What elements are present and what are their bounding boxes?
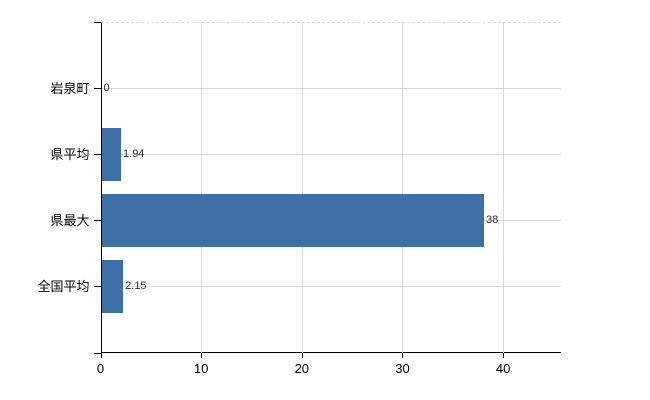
y-axis-tick [93,286,101,288]
y-axis-tick [93,21,101,23]
x-axis-tick [100,353,102,358]
x-tick-label: 0 [96,361,105,376]
category-label: 県平均 [50,146,90,162]
bar-value-label: 38 [485,214,499,227]
horizontal-gridline [101,87,561,89]
x-axis-tick [503,353,505,358]
bar-県最大 [101,194,484,248]
x-axis-tick [201,353,203,358]
plot-area [100,22,561,353]
bar-value-label: 1.94 [123,147,145,160]
horizontal-gridline [101,286,561,288]
y-axis-tick [93,352,101,354]
horizontal-gridline [101,153,561,155]
bar-value-label: 0 [103,81,110,94]
bar-全国平均 [101,260,124,314]
x-tick-label: 30 [395,361,410,376]
x-axis-tick [402,353,404,358]
category-label: 県最大 [50,213,90,229]
x-tick-label: 10 [193,361,209,376]
bar-県平均 [101,127,122,181]
vertical-gridline [301,22,303,353]
bar-value-label: 2.15 [125,280,147,293]
vertical-gridline [201,22,203,353]
y-axis-tick [93,87,101,89]
category-label: 全国平均 [37,279,90,295]
x-tick-label: 40 [495,361,511,376]
x-axis-tick [301,353,303,358]
vertical-gridline [503,22,505,353]
category-label: 岩泉町 [50,80,90,96]
y-axis-tick [93,220,101,222]
x-tick-label: 20 [294,361,310,376]
vertical-gridline [402,22,404,353]
y-axis-tick [93,153,101,155]
